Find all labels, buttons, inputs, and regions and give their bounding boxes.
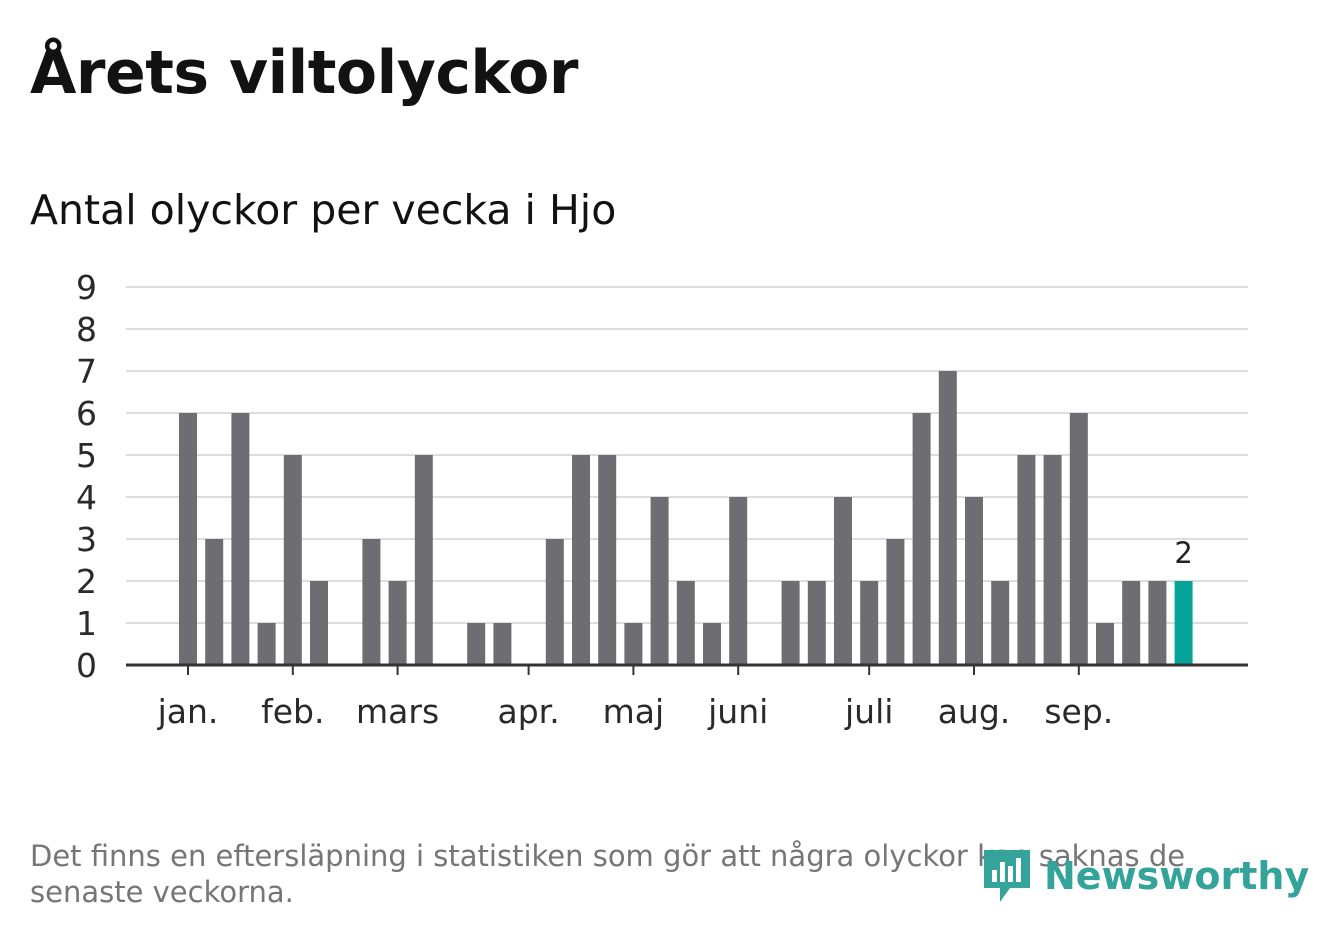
bar [703, 623, 721, 665]
y-tick-label: 1 [76, 604, 97, 643]
x-tick-label: feb. [261, 692, 324, 731]
bar [388, 581, 407, 665]
bar [650, 497, 669, 665]
x-tick-label: juli [844, 692, 893, 731]
bar [729, 497, 748, 665]
newsworthy-logo: Newsworthy [980, 846, 1309, 906]
bar [231, 413, 250, 665]
bar [624, 623, 643, 665]
y-tick-label: 8 [76, 310, 97, 349]
bar [1017, 455, 1036, 665]
bar [310, 581, 328, 665]
bar [414, 455, 433, 665]
bar [257, 623, 276, 665]
bars [179, 371, 1193, 665]
x-tick-label: jan. [157, 692, 219, 731]
y-tick-label: 9 [76, 268, 97, 307]
bar [1096, 623, 1114, 665]
bar [1122, 581, 1141, 665]
x-tick-label: aug. [938, 692, 1011, 731]
x-tick-label: juni [707, 692, 768, 731]
bar [1043, 455, 1062, 665]
bar [283, 455, 302, 665]
bar [781, 581, 800, 665]
y-tick-label: 6 [76, 394, 97, 433]
bar-chart-badge-icon [984, 850, 1030, 902]
bar [991, 581, 1010, 665]
bar [572, 455, 590, 665]
bar [807, 581, 826, 665]
x-tick-label: maj [603, 692, 665, 731]
x-tick-label: sep. [1044, 692, 1113, 731]
chart-title: Årets viltolyckor [30, 38, 579, 108]
bar [965, 497, 983, 665]
y-tick-label: 2 [76, 562, 97, 601]
bar [938, 371, 957, 665]
bar [1148, 581, 1167, 665]
bar [886, 539, 905, 665]
bar [179, 413, 197, 665]
bar [834, 497, 852, 665]
bar [598, 455, 617, 665]
chart-subtitle: Antal olyckor per vecka i Hjo [30, 186, 617, 234]
highlight-bar [1174, 581, 1193, 665]
bar [545, 539, 564, 665]
y-tick-label: 3 [76, 520, 97, 559]
x-tick-label: apr. [497, 692, 559, 731]
bar [205, 539, 224, 665]
data-labels: 2 [1174, 536, 1192, 570]
x-axis: jan. feb. mars apr. maj juni juli aug. sep. [126, 663, 1248, 731]
bar [860, 581, 879, 665]
logo-text: Newsworthy [1044, 854, 1310, 898]
y-tick-label: 4 [76, 478, 97, 517]
bar [1069, 413, 1088, 665]
y-tick-label: 7 [76, 352, 97, 391]
highlight-value-label: 2 [1174, 536, 1192, 570]
bar [676, 581, 695, 665]
bar [493, 623, 512, 665]
bar [467, 623, 486, 665]
bar [362, 539, 381, 665]
x-tick-label: mars [356, 692, 439, 731]
bar [912, 413, 931, 665]
y-tick-label: 0 [76, 646, 97, 685]
y-tick-label: 5 [76, 436, 97, 475]
